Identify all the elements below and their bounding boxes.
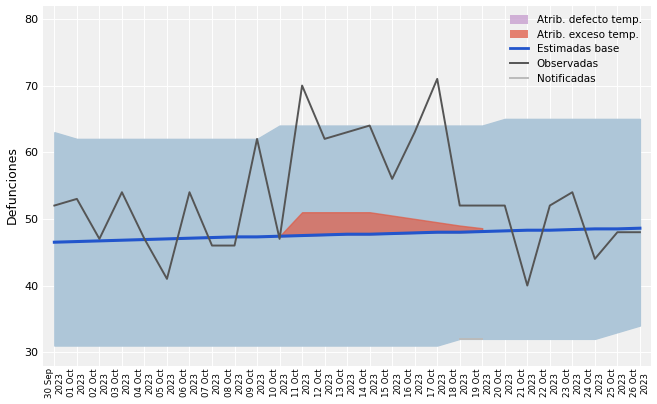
Y-axis label: Defunciones: Defunciones — [5, 147, 18, 225]
Legend: Atrib. defecto temp., Atrib. exceso temp., Estimadas base, Observadas, Notificad: Atrib. defecto temp., Atrib. exceso temp… — [505, 11, 646, 88]
